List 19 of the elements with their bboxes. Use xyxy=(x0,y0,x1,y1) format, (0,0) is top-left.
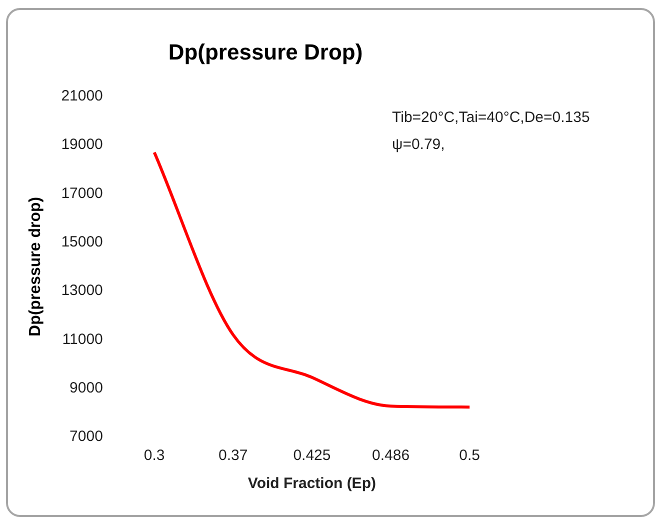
y-tick-label: 11000 xyxy=(62,330,103,348)
x-tick-label: 0.486 xyxy=(372,447,410,464)
chart-title: Dp(pressure Drop) xyxy=(168,39,363,64)
y-tick-label: 15000 xyxy=(61,234,103,251)
x-tick-label: 0.5 xyxy=(459,447,480,464)
y-tick-label: 21000 xyxy=(61,88,103,105)
y-tick-label: 19000 xyxy=(61,136,103,154)
annotation: ψ=0.79, xyxy=(392,136,445,153)
y-tick-label: 17000 xyxy=(61,184,103,202)
line-series xyxy=(152,150,472,409)
y-tick-label: 7000 xyxy=(70,428,103,446)
y-tick-label: 9000 xyxy=(70,379,103,396)
x-axis-title: Void Fraction (Ep) xyxy=(248,475,376,492)
x-tick-label: 0.37 xyxy=(218,447,248,464)
x-tick-label: 0.425 xyxy=(293,447,331,464)
y-axis-title: Dp(pressure drop) xyxy=(27,196,44,336)
x-tick-label: 0.3 xyxy=(144,447,165,464)
annotation: Tib=20°C,Tai=40°C,De=0.135 xyxy=(392,109,590,126)
y-tick-label: 13000 xyxy=(61,282,103,300)
